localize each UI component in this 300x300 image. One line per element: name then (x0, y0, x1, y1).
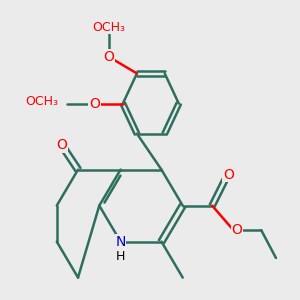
Text: H: H (116, 250, 125, 263)
Text: O: O (223, 167, 234, 182)
Text: O: O (56, 138, 67, 152)
Text: O: O (89, 97, 100, 110)
Text: OCH₃: OCH₃ (26, 95, 58, 108)
Text: O: O (231, 223, 242, 237)
Text: N: N (116, 235, 126, 249)
Text: OCH₃: OCH₃ (92, 21, 125, 34)
Text: O: O (103, 50, 114, 64)
